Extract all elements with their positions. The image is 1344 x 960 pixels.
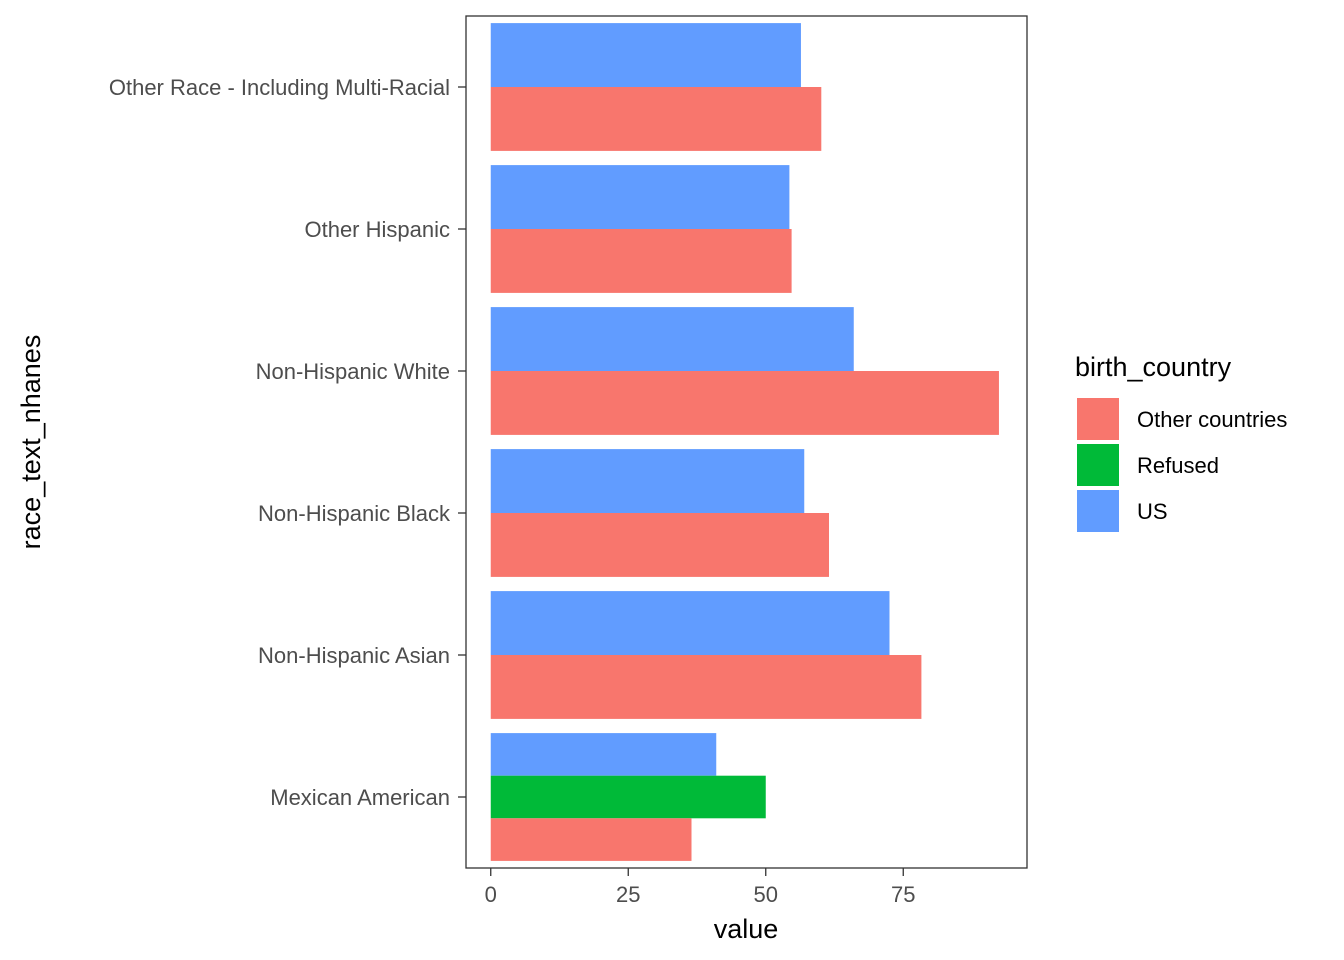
y-tick-label-2: Non-Hispanic Black: [258, 501, 451, 526]
y-tick-label-1: Non-Hispanic Asian: [258, 643, 450, 668]
bars-layer: [490, 23, 999, 861]
x-axis: 0 25 50 75: [485, 868, 915, 907]
bar-2-0: [490, 449, 805, 513]
x-tick-label-1: 25: [616, 882, 640, 907]
y-tick-label-0: Mexican American: [270, 785, 450, 810]
legend-label-1: Refused: [1137, 453, 1219, 478]
y-axis-title: race_text_nhanes: [16, 335, 46, 550]
x-tick-label-3: 75: [891, 882, 915, 907]
y-axis: Mexican American Non-Hispanic Asian Non-Hi…: [109, 75, 466, 810]
x-axis-title: value: [714, 914, 779, 944]
y-tick-label-5: Other Race - Including Multi-Racial: [109, 75, 450, 100]
legend-label-2: US: [1137, 499, 1168, 524]
legend-swatch-0: [1077, 398, 1119, 440]
legend: birth_country Other countries Refused US: [1075, 352, 1287, 532]
bar-4-1: [490, 229, 792, 293]
y-tick-label-3: Non-Hispanic White: [256, 359, 450, 384]
bar-5-0: [490, 23, 801, 88]
panel-border: [465, 15, 1028, 869]
bar-3-1: [490, 371, 999, 435]
bar-0-0: [490, 733, 717, 776]
y-tick-label-4: Other Hispanic: [304, 217, 450, 242]
legend-swatch-1: [1077, 444, 1119, 486]
bar-1-0: [490, 591, 890, 655]
legend-title: birth_country: [1075, 352, 1232, 382]
bar-2-1: [490, 513, 829, 577]
bar-1-1: [490, 655, 922, 719]
bar-5-1: [490, 87, 822, 151]
legend-swatch-2: [1077, 490, 1119, 532]
bar-3-0: [490, 307, 854, 371]
x-tick-label-0: 0: [485, 882, 497, 907]
bar-0-1: [490, 775, 766, 819]
x-tick-label-2: 50: [754, 882, 778, 907]
bar-4-0: [490, 165, 790, 229]
bar-0-2: [490, 818, 692, 861]
legend-label-0: Other countries: [1137, 407, 1287, 432]
